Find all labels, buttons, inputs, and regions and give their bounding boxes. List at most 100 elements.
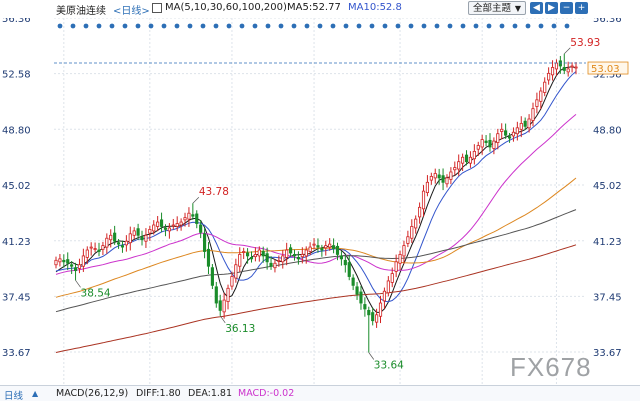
candle-body — [218, 300, 222, 311]
ma-toggle-icon[interactable] — [152, 3, 162, 13]
candle-body — [367, 309, 371, 316]
candle-body — [296, 256, 300, 260]
candle-body — [300, 254, 304, 258]
annotation-label: 43.78 — [199, 186, 229, 198]
candle-body — [562, 67, 566, 71]
y-tick-label-right: 52.58 — [593, 70, 622, 81]
candle-body — [81, 255, 85, 267]
event-marker — [460, 23, 466, 29]
event-marker — [122, 23, 128, 29]
candle-body — [437, 174, 441, 179]
candle-body — [359, 291, 363, 304]
candle-body — [73, 267, 78, 272]
candle-body — [187, 212, 191, 220]
candle-body — [113, 232, 117, 242]
candle-body — [461, 156, 465, 164]
event-marker — [187, 23, 193, 29]
candle-body — [320, 248, 324, 251]
event-marker — [317, 23, 323, 29]
event-marker — [499, 23, 505, 29]
candle-body — [511, 131, 516, 137]
y-tick-label-left: 45.02 — [2, 181, 31, 192]
y-tick-label-left: 41.23 — [2, 237, 31, 248]
candle-body — [421, 190, 426, 210]
y-tick-label-right: 45.02 — [593, 181, 622, 192]
candle-body — [202, 233, 207, 252]
candle-body — [281, 255, 285, 263]
candle-body — [363, 304, 367, 310]
candle-body — [382, 290, 386, 302]
event-marker — [447, 23, 453, 29]
y-tick-label-left: 37.45 — [2, 292, 31, 303]
period-label[interactable]: 日线 — [4, 391, 24, 402]
candle-body — [206, 248, 211, 267]
period-button[interactable]: <日线> — [113, 6, 150, 17]
ma-line-ma60 — [55, 177, 577, 298]
candle-body — [277, 259, 281, 262]
candle-body — [136, 228, 140, 236]
candle-body — [179, 221, 183, 226]
candle-body — [507, 136, 512, 139]
theme-dropdown[interactable]: 全部主题 ▼ — [468, 1, 526, 15]
candle-body — [175, 223, 179, 227]
candle-body — [527, 118, 531, 129]
plus-icon[interactable]: + — [575, 2, 588, 14]
candle-body — [343, 259, 347, 266]
candle-body — [210, 267, 214, 286]
candle-body — [324, 245, 328, 249]
candle-body — [140, 236, 144, 241]
y-tick-label-left: 56.36 — [2, 14, 31, 25]
candle-body — [195, 213, 199, 224]
event-marker — [473, 23, 479, 29]
candle-body — [535, 99, 539, 107]
event-marker — [226, 23, 232, 29]
candle-body — [398, 254, 402, 264]
candle-body — [523, 120, 527, 127]
triangle-up-icon[interactable]: ▲ — [32, 389, 39, 398]
event-marker — [304, 23, 310, 29]
candle-body — [163, 227, 168, 230]
annotation-label: 33.64 — [374, 359, 404, 371]
candle-body — [285, 249, 289, 258]
candle-body — [355, 286, 359, 295]
annotation-leader — [75, 280, 81, 288]
candle-body — [152, 224, 156, 232]
candle-body — [375, 314, 379, 323]
candle-body — [230, 276, 234, 287]
candle-body — [406, 236, 410, 244]
event-marker — [512, 23, 518, 29]
candle-body — [347, 262, 351, 277]
candle-body — [238, 254, 242, 267]
candle-body — [249, 256, 254, 260]
event-marker — [174, 23, 180, 29]
candle-body — [414, 218, 418, 229]
candle-body — [62, 259, 66, 263]
candle-body — [159, 219, 164, 227]
candle-body — [433, 173, 437, 179]
annotation-label: 53.93 — [570, 37, 600, 49]
candle-body — [257, 249, 261, 257]
candle-body — [292, 254, 297, 257]
event-marker — [382, 23, 388, 29]
y-tick-label-right: 41.23 — [593, 237, 622, 248]
event-marker — [200, 23, 206, 29]
candle-body — [253, 254, 257, 258]
candle-body — [132, 230, 136, 236]
candle-body — [273, 262, 277, 269]
event-marker — [525, 23, 531, 29]
minus-icon[interactable]: − — [560, 2, 573, 14]
event-marker — [486, 23, 492, 29]
candle-body — [144, 234, 148, 242]
candle-body — [116, 242, 121, 245]
event-marker — [83, 23, 89, 29]
event-marker — [161, 23, 167, 29]
candle-body — [476, 145, 480, 150]
left-arrow-icon[interactable]: ◀ — [530, 2, 543, 14]
candle-body — [304, 249, 308, 257]
candle-body — [124, 240, 128, 246]
event-marker — [564, 23, 570, 29]
right-arrow-icon[interactable]: ▶ — [545, 2, 558, 14]
candle-body — [85, 249, 89, 258]
candle-body — [93, 248, 97, 250]
